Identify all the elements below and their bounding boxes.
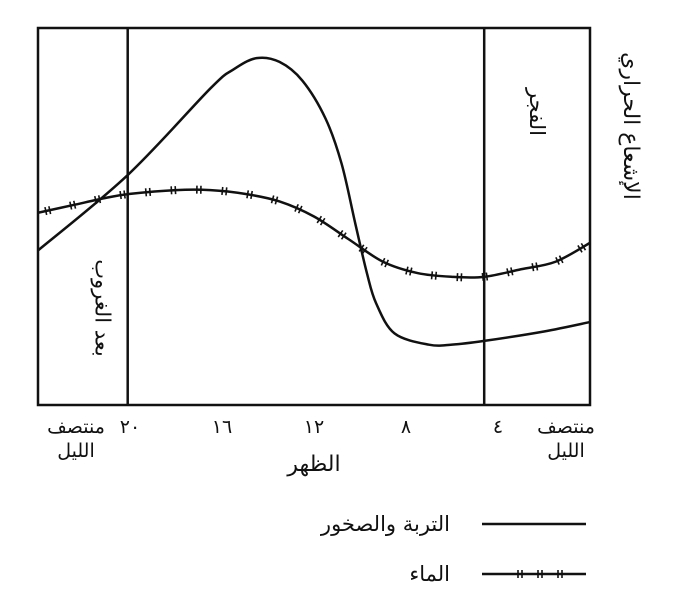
series-group — [37, 56, 591, 347]
series-1-hatch — [510, 267, 514, 276]
series-1-hatch — [297, 205, 303, 214]
series-1-hatch — [48, 206, 52, 215]
series-1-hatch — [250, 190, 254, 200]
series-line-1 — [37, 188, 591, 279]
legend-label-water: الماء — [409, 562, 450, 586]
series-1-hatch — [294, 203, 299, 212]
x-tick-label-0-line-1: الليل — [57, 440, 94, 462]
series-1-hatch — [119, 190, 122, 200]
series-1-hatch — [123, 190, 126, 199]
series-1-hatch — [337, 229, 344, 238]
x-tick-label-6-line-0: منتصف — [537, 416, 595, 438]
series-1-hatch — [361, 246, 368, 255]
series-1-hatch — [577, 245, 583, 253]
series-1-hatch — [72, 200, 77, 209]
marker-lines: بعد الغروب الفجر — [91, 28, 549, 405]
plot-frame — [36, 26, 592, 407]
legend-swatch-water-ticks — [517, 570, 563, 578]
series-1-hatch — [555, 256, 560, 265]
series-1-hatch — [535, 262, 539, 271]
series-1-hatch — [270, 195, 275, 204]
marker-label-0: بعد الغروب — [91, 259, 115, 357]
x-tick-label-0-line-0: منتصف — [47, 416, 105, 438]
marker-label-1: الفجر — [525, 87, 549, 136]
series-1-hatch — [506, 268, 510, 277]
series-1-hatch — [409, 267, 413, 276]
series-1-hatch — [405, 266, 409, 275]
series-1-hatch — [144, 188, 148, 197]
series-1-hatch — [225, 187, 228, 196]
series-1-hatch — [358, 244, 365, 252]
series-1-hatch — [481, 272, 485, 282]
series-1-hatch — [340, 232, 347, 240]
series-1-hatch — [531, 263, 535, 272]
x-tick-label-1: ٢٠ — [120, 416, 140, 438]
series-1-hatch — [274, 196, 279, 205]
series-1-hatch — [97, 195, 102, 204]
x-tick-label-4: ٨ — [401, 416, 411, 438]
series-1-hatch — [148, 187, 152, 197]
series-line-0 — [37, 56, 591, 347]
series-1-hatch — [93, 195, 98, 205]
series-1-hatch — [316, 215, 323, 224]
series-1-hatch — [44, 206, 48, 216]
series-1-hatch — [246, 190, 250, 199]
series-1-hatch — [384, 259, 390, 268]
series-1-hatch — [319, 217, 326, 226]
x-axis-title: الظهر — [286, 452, 340, 477]
legend: التربة والصخور الماء — [320, 512, 586, 586]
x-tick-label-6-line-1: الليل — [547, 440, 584, 462]
x-tick-label-2: ١٦ — [212, 416, 232, 438]
series-1-hatch — [485, 272, 489, 281]
series-1-hatch — [430, 271, 434, 280]
series-1-hatch — [380, 257, 386, 266]
series-1-hatch — [69, 201, 73, 210]
x-tick-label-5: ٤ — [493, 416, 503, 438]
series-1-hatch — [434, 271, 438, 280]
y-axis-title: الإشعاع الحراري — [618, 52, 643, 200]
series-1-hatch — [221, 186, 224, 196]
series-1-hatch — [580, 242, 587, 251]
x-tick-label-3: ١٢ — [304, 416, 324, 438]
series-1-hatch — [558, 255, 564, 264]
legend-label-soil: التربة والصخور — [320, 512, 450, 536]
